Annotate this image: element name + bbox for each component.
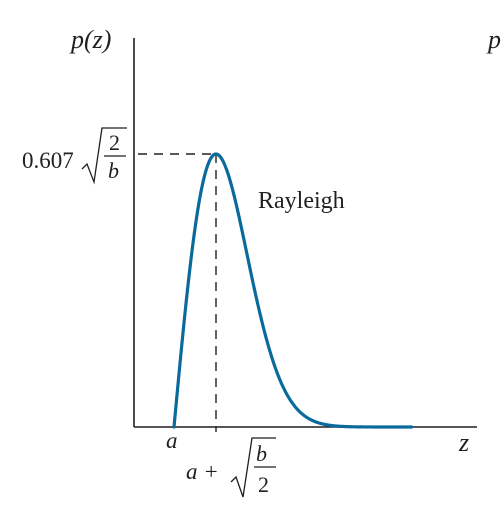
rayleigh-curve — [172, 152, 414, 429]
peak-x-denominator: 2 — [258, 472, 269, 497]
x-tick-label-a: a — [166, 428, 178, 453]
clipped-edge-label: p — [486, 25, 501, 54]
peak-x-numerator: b — [256, 441, 267, 466]
peak-x-tick-label: a + b 2 — [186, 437, 276, 498]
peak-y-coefficient: 0.607 — [22, 148, 74, 173]
peak-y-tick-label: 0.607 2 b — [22, 127, 127, 185]
peak-x-prefix: a + — [186, 459, 219, 484]
peak-y-denominator: b — [108, 158, 119, 183]
x-axis-label: z — [458, 428, 469, 457]
peak-y-radical — [81, 127, 127, 185]
series-label-rayleigh: Rayleigh — [258, 188, 345, 214]
peak-y-numerator: 2 — [109, 130, 120, 155]
y-axis-label: p(z) — [69, 25, 111, 54]
peak-x-radical — [230, 437, 276, 498]
